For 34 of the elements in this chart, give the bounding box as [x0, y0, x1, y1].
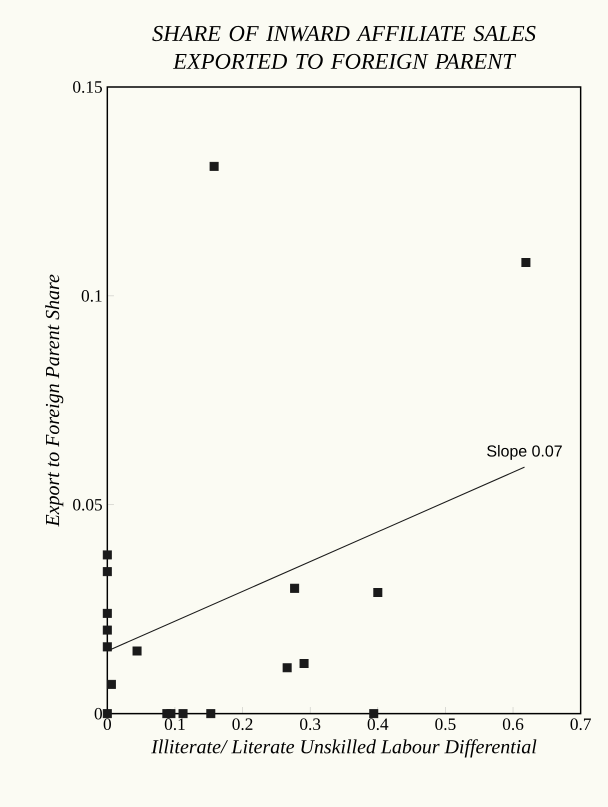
- x-tick-label: 0.6: [502, 718, 524, 730]
- point: [521, 258, 530, 267]
- x-tick-label: 0.1: [164, 718, 185, 730]
- point: [102, 550, 112, 560]
- x-tick-label: 0.4: [368, 718, 388, 730]
- point: [290, 584, 299, 593]
- point: [282, 663, 292, 672]
- y-tick-label: 0.05: [72, 498, 102, 511]
- annotation: Slope 0.07: [486, 444, 562, 460]
- x-tick-label: 0.3: [300, 718, 320, 730]
- point: [106, 680, 116, 689]
- point: [369, 709, 378, 718]
- point: [102, 626, 112, 635]
- x-axis-title: Illiterate/ Literate Unskilled Labour Differential: [150, 739, 536, 758]
- x-tick-label: 0: [104, 718, 111, 730]
- point: [102, 608, 112, 618]
- x-tick-label: 0.2: [232, 718, 252, 730]
- point: [299, 659, 308, 668]
- x-tick-label: 0.5: [435, 718, 456, 730]
- point: [102, 567, 112, 576]
- y-axis-title: Export to Foreign Parent Share: [45, 274, 64, 527]
- point: [373, 588, 382, 598]
- x-tick-label: 0.7: [570, 718, 591, 730]
- y-tick-label: 0.1: [82, 290, 102, 302]
- point: [132, 646, 142, 656]
- y-tick-label: 0.15: [72, 81, 102, 93]
- point: [209, 162, 219, 171]
- point: [102, 709, 112, 718]
- point: [206, 709, 216, 718]
- point: [162, 709, 172, 718]
- y-tick-label: 0: [94, 708, 102, 720]
- chart-title: SHARE OF INWARD AFFILIATE SALES EXPORTED TO FOREIGN PARENT: [152, 26, 536, 70]
- point: [102, 642, 112, 652]
- point: [178, 709, 188, 718]
